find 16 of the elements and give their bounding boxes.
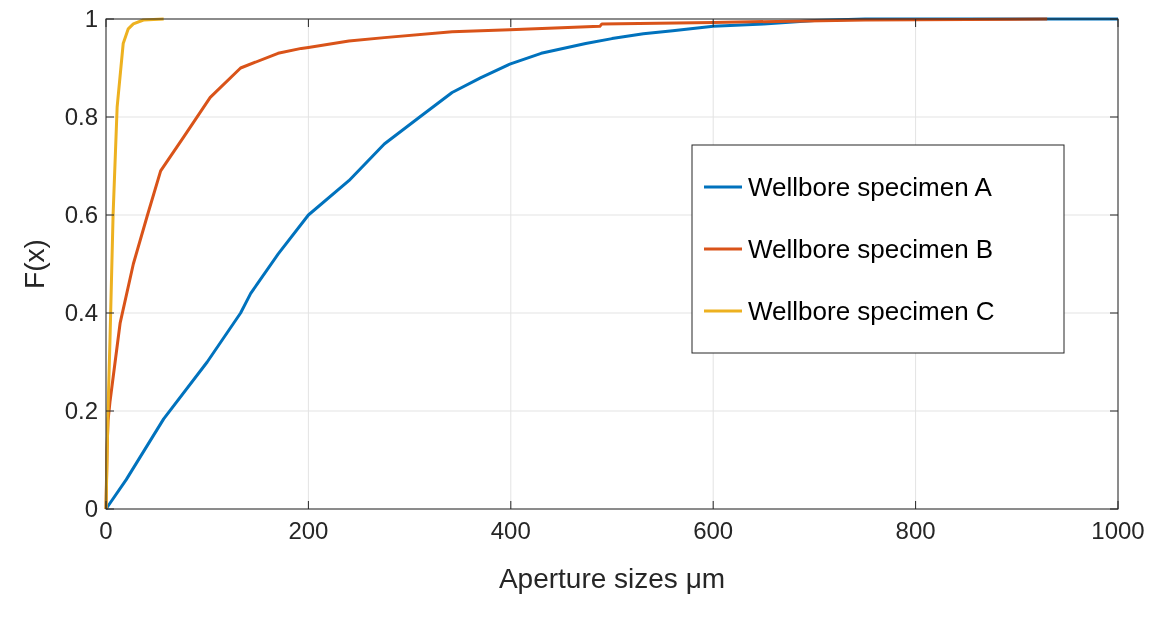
y-tick-label: 0.8 [64, 103, 98, 130]
x-tick-label: 400 [490, 517, 531, 544]
x-tick-label: 200 [288, 517, 329, 544]
y-tick-label: 0.6 [64, 201, 98, 228]
x-tick-label: 1000 [1091, 517, 1145, 544]
legend-label: Wellbore specimen A [748, 172, 993, 202]
y-axis-title: F(x) [19, 239, 50, 289]
y-tick-label: 1 [84, 5, 98, 32]
y-tick-label: 0.4 [64, 299, 98, 326]
y-tick-label: 0 [84, 495, 98, 522]
x-axis-title: Aperture sizes μm [498, 563, 726, 594]
x-tick-label: 600 [693, 517, 734, 544]
y-tick-label: 0.2 [64, 397, 98, 424]
legend-label: Wellbore specimen C [748, 296, 995, 326]
x-tick-label: 800 [895, 517, 936, 544]
legend-label: Wellbore specimen B [748, 234, 994, 264]
